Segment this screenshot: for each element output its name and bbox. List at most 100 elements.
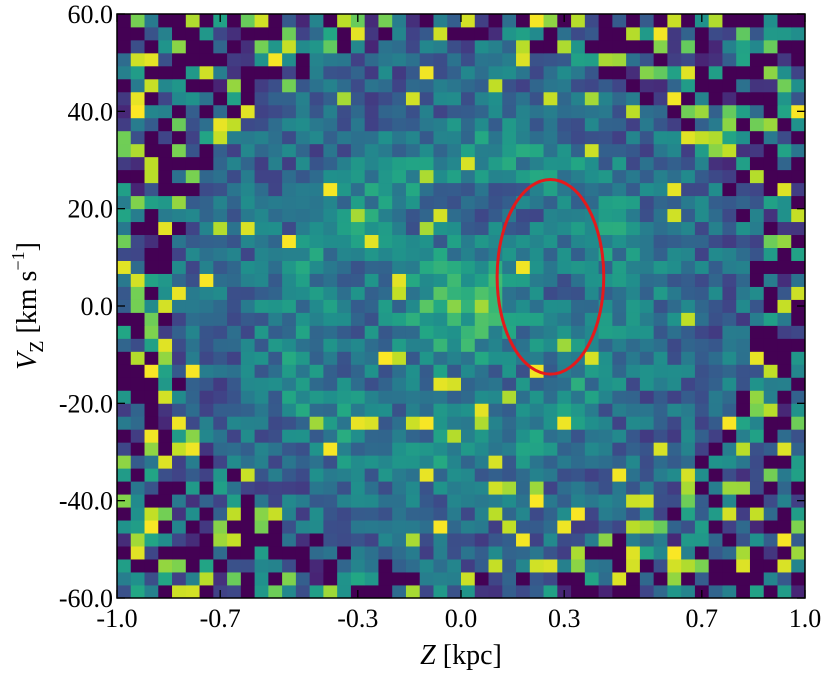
heatmap-cell	[172, 26, 187, 41]
heatmap-cell	[447, 169, 462, 184]
heatmap-cell	[144, 260, 159, 274]
heatmap-cell	[268, 403, 283, 417]
heatmap-cell	[378, 143, 393, 158]
heatmap-cell	[626, 559, 641, 573]
heatmap-cell	[516, 91, 531, 106]
heatmap-cell	[172, 260, 187, 274]
heatmap-cell	[117, 117, 132, 132]
heatmap-cell	[791, 130, 806, 145]
heatmap-cell	[694, 572, 710, 586]
heatmap-cell	[240, 169, 255, 184]
heatmap-cell	[447, 65, 462, 80]
heatmap-cell	[268, 143, 283, 158]
heatmap-cell	[185, 533, 200, 547]
heatmap-cell	[708, 156, 723, 171]
heatmap-cell	[529, 429, 544, 443]
heatmap-cell	[653, 14, 668, 28]
heatmap-cell	[350, 26, 366, 41]
heatmap-cell	[213, 65, 228, 80]
heatmap-cell	[653, 468, 668, 482]
heatmap-cell	[777, 403, 792, 417]
heatmap-cell	[309, 260, 324, 274]
heatmap-cell	[612, 416, 627, 430]
heatmap-cell	[722, 39, 737, 54]
heatmap-cell	[323, 26, 338, 41]
heatmap-cell	[309, 286, 324, 300]
heatmap-cell	[364, 234, 379, 248]
heatmap-cell	[433, 390, 448, 404]
heatmap-cell	[323, 325, 338, 339]
heatmap-cell	[791, 247, 806, 261]
heatmap-cell	[337, 39, 352, 54]
heatmap-cell	[364, 52, 379, 67]
heatmap-cell	[749, 559, 765, 573]
heatmap-cell	[185, 442, 200, 456]
heatmap-cell	[144, 130, 159, 145]
heatmap-cell	[529, 39, 544, 54]
heatmap-cell	[405, 455, 421, 469]
heatmap-cell	[529, 390, 544, 404]
heatmap-cell	[502, 143, 517, 158]
heatmap-cell	[736, 442, 751, 456]
heatmap-cell	[240, 533, 255, 547]
heatmap-cell	[639, 117, 655, 132]
heatmap-cell	[295, 546, 311, 560]
heatmap-cell	[763, 429, 778, 443]
heatmap-cell	[433, 130, 448, 145]
heatmap-cell	[199, 39, 214, 54]
heatmap-cell	[295, 481, 311, 495]
heatmap-cell	[571, 468, 586, 482]
heatmap-cell	[295, 507, 311, 521]
heatmap-cell	[557, 572, 572, 586]
heatmap-cell	[240, 156, 255, 171]
heatmap-cell	[405, 507, 421, 521]
heatmap-cell	[598, 559, 613, 573]
heatmap-cell	[433, 455, 448, 469]
heatmap-cell	[681, 403, 696, 417]
heatmap-cell	[639, 442, 655, 456]
heatmap-cell	[295, 299, 311, 313]
x-axis-label: Z [kpc]	[420, 640, 502, 671]
heatmap-cell	[543, 260, 558, 274]
heatmap-cell	[694, 104, 710, 119]
heatmap-cell	[213, 117, 228, 132]
heatmap-cell	[529, 325, 544, 339]
heatmap-cell	[584, 52, 599, 67]
heatmap-cell	[172, 455, 187, 469]
heatmap-cell	[144, 351, 159, 365]
heatmap-cell	[364, 273, 379, 287]
heatmap-cell	[681, 585, 696, 599]
heatmap-cell	[364, 169, 379, 184]
heatmap-cell	[708, 442, 723, 456]
heatmap-cell	[364, 572, 379, 586]
heatmap-cell	[502, 312, 517, 326]
heatmap-cell	[474, 559, 489, 573]
heatmap-cell	[199, 533, 214, 547]
heatmap-cell	[557, 338, 572, 352]
heatmap-cell	[337, 468, 352, 482]
heatmap-cell	[350, 325, 366, 339]
heatmap-cell	[639, 351, 655, 365]
heatmap-cell	[653, 416, 668, 430]
heatmap-cell	[529, 52, 544, 67]
heatmap-cell	[461, 299, 476, 313]
heatmap-cell	[791, 286, 806, 300]
heatmap-cell	[240, 507, 255, 521]
heatmap-cell	[117, 169, 132, 184]
heatmap-cell	[708, 377, 723, 391]
heatmap-cell	[378, 130, 393, 145]
heatmap-cell	[227, 143, 242, 158]
heatmap-cell	[158, 312, 173, 326]
heatmap-cell	[749, 195, 765, 210]
y-axis-label-unit-post: ]	[12, 242, 43, 251]
heatmap-cell	[529, 260, 544, 274]
heatmap-cell	[708, 585, 723, 599]
heatmap-cell	[185, 130, 200, 145]
heatmap-cell	[254, 429, 269, 443]
heatmap-cell	[282, 104, 297, 119]
heatmap-cell	[158, 14, 173, 28]
heatmap-cell	[474, 377, 489, 391]
heatmap-cell	[488, 52, 503, 67]
heatmap-cell	[268, 195, 283, 210]
heatmap-cell	[419, 455, 434, 469]
